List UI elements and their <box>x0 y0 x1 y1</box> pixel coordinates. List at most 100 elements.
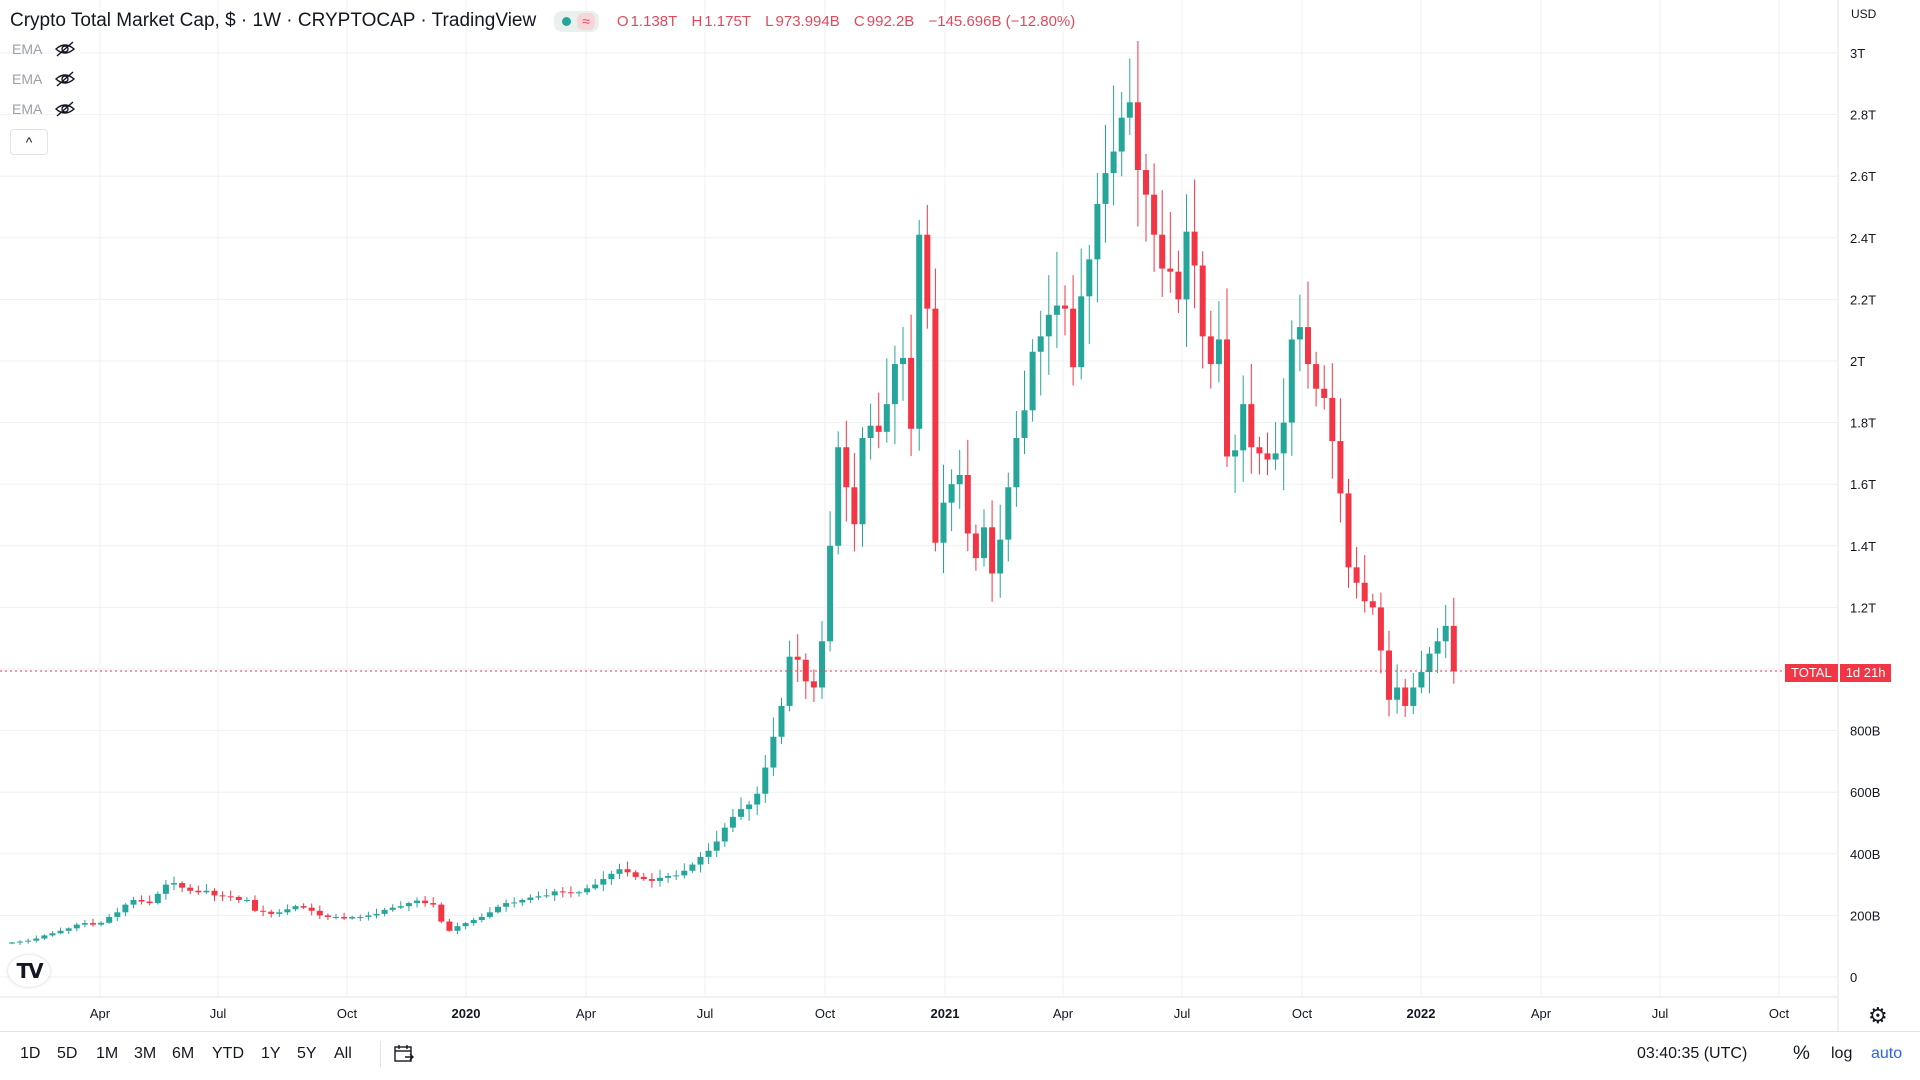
candle-body <box>219 895 226 897</box>
candle-body <box>932 308 939 543</box>
candle-body <box>1361 582 1368 602</box>
candle-body <box>1288 339 1295 423</box>
percent-scale-button[interactable]: % <box>1793 1043 1810 1064</box>
collapse-legend-button[interactable]: ^ <box>10 129 48 155</box>
price-tick-label: 600B <box>1850 785 1880 800</box>
time-axis[interactable]: Apr Jul Oct 2020 Apr Jul Oct 2021 Apr Jul Oct 2022 A… <box>90 1006 1790 1021</box>
candle-body <box>308 907 315 911</box>
price-tick-label: 400B <box>1850 847 1880 862</box>
utc-clock[interactable]: 03:40:35 (UTC) <box>1637 1045 1748 1062</box>
price-tick-label: 1.4T <box>1850 539 1876 554</box>
candle-body <box>640 876 647 880</box>
candle-body <box>154 893 161 904</box>
candle-body <box>819 641 825 688</box>
candle-body <box>851 487 858 525</box>
time-tick-label: 2021 <box>931 1006 960 1021</box>
ohlc-values: O 1.138T H 1.175T L 973.994B C 992.2B −145.6… <box>617 13 1075 30</box>
indicator-label: EMA <box>12 71 43 87</box>
eye-hidden-icon[interactable] <box>54 71 76 87</box>
timeframe-1m-button[interactable]: 1M <box>96 1045 119 1062</box>
candle-body <box>114 912 121 917</box>
candle-body <box>1215 339 1222 365</box>
eye-hidden-icon[interactable] <box>54 41 76 57</box>
time-tick-label: 2022 <box>1407 1006 1436 1021</box>
candle-body <box>211 890 218 896</box>
candle-body <box>754 793 761 805</box>
candle-body <box>697 856 704 865</box>
candle-body <box>454 926 461 931</box>
timeframe-5y-button[interactable]: 5Y <box>297 1045 317 1062</box>
candle-body <box>608 873 615 880</box>
time-tick-label: Jul <box>697 1006 714 1021</box>
eye-hidden-icon[interactable] <box>54 101 76 117</box>
candle-body <box>333 916 339 918</box>
candle-body <box>1305 327 1311 365</box>
candle-body <box>98 922 105 925</box>
candle-body <box>584 888 591 893</box>
candle-body <box>1264 453 1271 460</box>
candle-body <box>122 904 129 913</box>
candle-body <box>1313 364 1320 389</box>
candle-body <box>1296 327 1303 340</box>
candle-body <box>778 705 785 737</box>
candle-body <box>1434 641 1441 654</box>
candle-body <box>1183 231 1190 300</box>
timeframe-5d-button[interactable]: 5D <box>57 1045 78 1062</box>
timeframe-all-button[interactable]: All <box>334 1045 352 1062</box>
candle-body <box>519 900 526 903</box>
indicator-ema-2[interactable]: EMA <box>12 71 76 87</box>
candle-body <box>25 940 32 942</box>
timeframe-3m-button[interactable]: 3M <box>134 1045 157 1062</box>
date-range-icon[interactable] <box>393 1044 415 1064</box>
candle-body <box>57 930 64 934</box>
timeframe-1d-button[interactable]: 1D <box>20 1045 41 1062</box>
tradingview-logo-icon[interactable]: TV <box>8 955 50 987</box>
candles <box>9 41 1457 945</box>
candle-body <box>810 681 817 688</box>
last-price-tag: TOTAL 1d 21h <box>1785 664 1892 682</box>
candle-body <box>1345 493 1352 568</box>
indicator-ema-1[interactable]: EMA <box>12 41 76 57</box>
price-tick-label: 3T <box>1850 46 1865 61</box>
candle-body <box>1143 170 1149 195</box>
candle-body <box>81 923 88 925</box>
timeframe-ytd-button[interactable]: YTD <box>212 1045 244 1062</box>
candle-body <box>981 527 987 559</box>
candle-body <box>713 841 720 851</box>
candle-body <box>1377 607 1384 651</box>
log-scale-button[interactable]: log <box>1831 1045 1853 1062</box>
ohlc-high: 1.175T <box>704 12 751 30</box>
candle-body <box>1232 450 1239 457</box>
candle-body <box>738 809 744 817</box>
time-tick-label: Jul <box>1174 1006 1191 1021</box>
candle-body <box>592 884 599 889</box>
candle-body <box>1386 650 1392 700</box>
currency-selector[interactable]: USD <box>1851 7 1877 21</box>
candle-body <box>90 923 96 925</box>
status-pill[interactable]: ≈ <box>554 10 599 32</box>
candle-body <box>73 924 80 929</box>
time-tick-label: Apr <box>1531 1006 1552 1021</box>
auto-scale-button[interactable]: auto <box>1871 1045 1903 1062</box>
candle-body <box>535 896 542 898</box>
candle-body <box>486 912 493 917</box>
candle-body <box>65 928 72 931</box>
timeframe-1y-button[interactable]: 1Y <box>261 1045 281 1062</box>
candle-body <box>1426 653 1433 673</box>
candle-body <box>1337 441 1344 494</box>
candle-body <box>948 484 955 503</box>
price-axis[interactable]: 0200B400B600B800B1T1.2T1.4T1.6T1.8T2T2.2… <box>1850 46 1880 985</box>
gear-icon[interactable]: ⚙ <box>1868 1003 1888 1028</box>
candle-body <box>130 900 137 905</box>
candle-body <box>373 913 380 916</box>
timeframe-6m-button[interactable]: 6M <box>172 1045 195 1062</box>
symbol-title[interactable]: Crypto Total Market Cap, $ · 1W · CRYPTO… <box>10 10 537 31</box>
candle-body <box>1070 308 1077 368</box>
price-tag-symbol: TOTAL <box>1785 664 1838 682</box>
candle-body <box>1394 687 1401 700</box>
candle-body <box>1248 404 1255 448</box>
indicator-ema-3[interactable]: EMA <box>12 101 76 117</box>
candle-body <box>786 656 793 706</box>
candle-body <box>972 533 979 559</box>
